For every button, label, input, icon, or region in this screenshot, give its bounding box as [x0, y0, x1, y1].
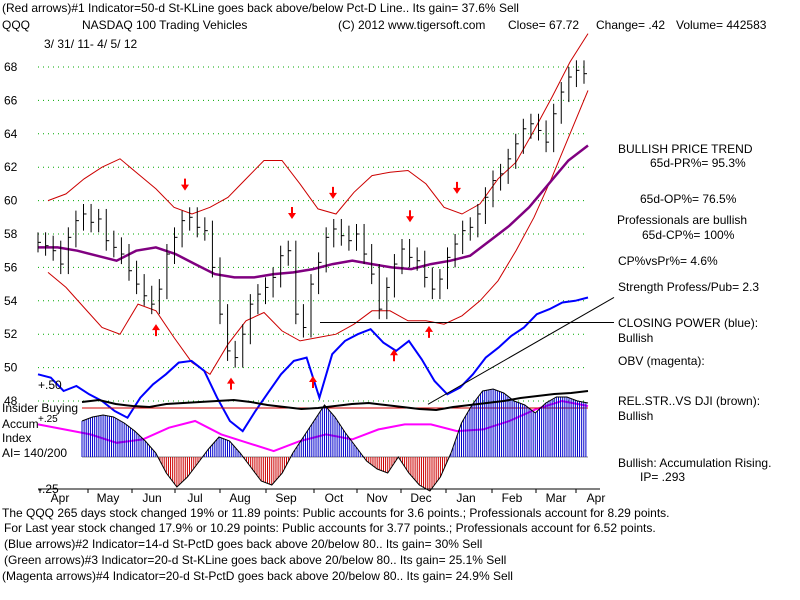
volume-value: Volume= 442583: [676, 18, 767, 32]
obv-label: OBV (magenta):: [618, 354, 705, 368]
y-tick-label: 52: [4, 327, 18, 341]
accum-line: [81, 388, 589, 492]
down-arrow: [453, 181, 461, 194]
chart-title: NASDAQ 100 Trading Vehicles: [82, 18, 248, 32]
moving-average-line: [38, 144, 589, 279]
up-arrow: [152, 324, 160, 337]
closing-power-value: Bullish: [618, 331, 654, 345]
y-tick-label: 48: [4, 394, 18, 408]
y-tick-label: 58: [4, 227, 18, 241]
down-arrow: [329, 186, 337, 199]
x-tick-label: Jul: [187, 491, 202, 505]
price-y-axis: 48 50 52 54 56 58 60 62 64 66 68: [4, 60, 18, 408]
price-grid: [38, 66, 588, 402]
x-tick-label: Dec: [410, 491, 431, 505]
y-tick-label: 66: [4, 93, 18, 107]
lower-band-line: [47, 90, 589, 376]
up-arrow: [309, 375, 317, 388]
x-tick-label: Apr: [51, 491, 70, 505]
upper-band-line: [47, 33, 589, 215]
x-tick-label: Aug: [229, 491, 250, 505]
up-arrow: [227, 377, 235, 390]
symbol-label: QQQ: [2, 18, 31, 32]
footer-line-1: The QQQ 265 days stock changed 19% or 11…: [2, 506, 670, 520]
closing-power-label: CLOSING POWER (blue):: [618, 316, 759, 330]
price-series: [37, 33, 615, 453]
cp-value: 65d-CP%= 100%: [642, 228, 735, 242]
down-arrow: [288, 206, 296, 219]
accumulation-panel: [81, 388, 589, 492]
plus25-label: +.25: [38, 414, 58, 425]
up-arrow: [425, 325, 433, 338]
x-tick-label: Nov: [366, 491, 387, 505]
footer-line-2: For Last year stock changed 17.9% or 10.…: [4, 521, 656, 535]
relstr-line: [81, 390, 589, 412]
change-value: Change= .42: [596, 18, 666, 32]
accum-label: Accum: [2, 417, 39, 431]
minus25-label: -.25: [38, 482, 59, 496]
x-tick-label: Jun: [142, 491, 161, 505]
up-arrow: [390, 349, 398, 362]
x-tick-label: Sep: [275, 491, 297, 505]
x-tick-label: May: [97, 491, 120, 505]
obv-line: [37, 399, 589, 453]
ai-value: AI= 140/200: [2, 446, 68, 460]
index-label: Index: [2, 431, 32, 445]
x-tick-label: Apr: [587, 491, 606, 505]
footer-line-3: (Blue arrows)#2 Indicator=14-d St-PctD g…: [4, 537, 483, 551]
accum-rising-label: Bullish: Accumulation Rising.: [618, 456, 772, 470]
date-axis: Apr May Jun Jul Aug Sep Oct Nov Dec Jan Feb Mar Apr: [38, 488, 606, 505]
insider-buying-label: Insider Buying: [2, 401, 79, 415]
ip-value: IP= .293: [640, 470, 686, 484]
op-value: 65d-OP%= 76.5%: [640, 192, 737, 206]
y-tick-label: 60: [4, 194, 18, 208]
relstr-label: REL.STR..VS DJI (brown):: [618, 394, 761, 408]
y-tick-label: 54: [4, 294, 18, 308]
signal-arrows: [152, 178, 461, 390]
plus50-label: +.50: [38, 378, 62, 392]
date-range: 3/ 31/ 11- 4/ 5/ 12: [44, 37, 138, 51]
y-tick-label: 56: [4, 260, 18, 274]
close-value: Close= 67.72: [508, 18, 580, 32]
x-tick-label: Jan: [456, 491, 475, 505]
y-tick-label: 50: [4, 361, 18, 375]
cpvspr-value: CP%vsPr%= 4.6%: [618, 254, 718, 268]
x-tick-label: Oct: [325, 491, 344, 505]
pr-value: 65d-PR%= 95.3%: [650, 156, 746, 170]
bullish-trend-label: BULLISH PRICE TREND: [618, 142, 753, 156]
down-arrow: [406, 210, 414, 223]
down-arrow: [181, 178, 189, 191]
x-tick-label: Mar: [546, 491, 567, 505]
trend-line: [427, 297, 615, 405]
y-tick-label: 62: [4, 160, 18, 174]
relstr-value: Bullish: [618, 409, 654, 423]
indicator-1-text: (Red arrows)#1 Indicator=50-d St-KLine g…: [2, 1, 519, 15]
x-tick-label: Feb: [502, 491, 523, 505]
y-tick-label: 64: [4, 127, 18, 141]
pros-bullish-label: Professionals are bullish: [617, 213, 748, 227]
copyright-text: (C) 2012 www.tigersoft.com: [338, 18, 486, 32]
y-tick-label: 68: [4, 60, 18, 74]
footer-line-5: (Magenta arrows)#4 Indicator=20-d St-Pct…: [2, 569, 513, 583]
footer-line-4: (Green arrows)#3 Indicator=20-d St-KLine…: [4, 553, 507, 567]
strength-value: Strength Profess/Pub= 2.3: [618, 280, 760, 294]
